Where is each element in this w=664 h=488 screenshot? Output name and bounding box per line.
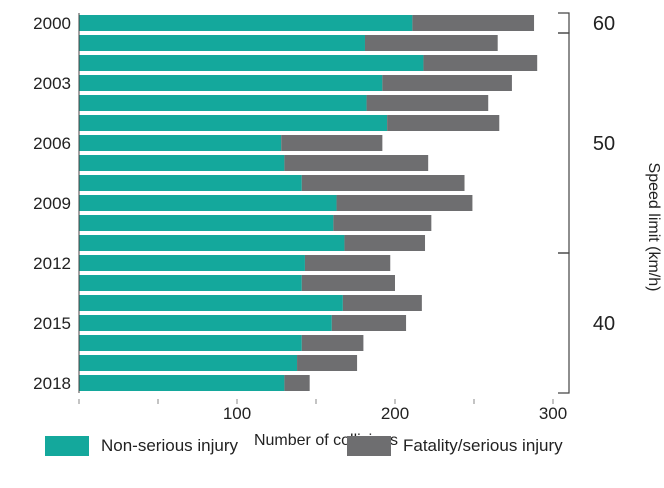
- bar-non-serious-2011: [79, 235, 345, 251]
- legend: Non-serious injury Fatality/serious inju…: [45, 436, 645, 460]
- x-axis: 100 200 300: [78, 399, 567, 423]
- speed-limit-label-50: 50: [593, 133, 615, 155]
- year-labels: 2000 2003 2006 2009 2012 2015 2018: [33, 14, 71, 393]
- bar-non-serious-2010: [79, 215, 334, 231]
- year-label-2012: 2012: [33, 254, 71, 273]
- legend-label-fatality-serious: Fatality/serious injury: [403, 436, 563, 455]
- bar-fatality-serious-2018: [284, 375, 310, 391]
- bar-fatality-serious-2010: [333, 215, 432, 231]
- bar-non-serious-2013: [79, 275, 302, 291]
- bracket-40: [558, 252, 570, 394]
- bar-non-serious-2016: [79, 335, 302, 351]
- year-label-2003: 2003: [33, 74, 71, 93]
- bar-fatality-serious-2002: [423, 55, 538, 71]
- year-label-2006: 2006: [33, 134, 71, 153]
- bar-fatality-serious-2017: [297, 355, 358, 371]
- bars-layer: [78, 13, 538, 393]
- bar-non-serious-2009: [79, 195, 337, 211]
- bar-non-serious-2001: [79, 35, 365, 51]
- bar-non-serious-2017: [79, 355, 298, 371]
- bar-fatality-serious-2003: [382, 75, 512, 91]
- speed-limit-label-60: 60: [593, 13, 615, 35]
- legend-item-fatality-serious: Fatality/serious injury: [347, 436, 563, 456]
- bar-fatality-serious-2012: [304, 255, 391, 271]
- bar-fatality-serious-2004: [366, 95, 489, 111]
- bar-non-serious-2008: [79, 175, 302, 191]
- bar-non-serious-2012: [79, 255, 305, 271]
- bar-fatality-serious-2006: [281, 135, 383, 151]
- bar-non-serious-2018: [79, 375, 285, 391]
- bar-non-serious-2005: [79, 115, 388, 131]
- bar-non-serious-2006: [79, 135, 282, 151]
- bar-fatality-serious-2008: [301, 175, 465, 191]
- speed-limit-brackets: 60 50 40: [558, 12, 615, 394]
- bar-fatality-serious-2011: [344, 235, 426, 251]
- bar-non-serious-2003: [79, 75, 383, 91]
- legend-swatch-non-serious: [45, 436, 89, 456]
- year-label-2018: 2018: [33, 374, 71, 393]
- bar-fatality-serious-2014: [342, 295, 422, 311]
- x-tick-label-200: 200: [381, 404, 409, 423]
- bar-non-serious-2015: [79, 315, 332, 331]
- bar-fatality-serious-2001: [364, 35, 498, 51]
- legend-swatch-fatality-serious: [347, 436, 391, 456]
- legend-label-non-serious: Non-serious injury: [101, 436, 238, 455]
- y-axis-title: Speed limit (km/h): [645, 163, 662, 292]
- bar-fatality-serious-2007: [284, 155, 429, 171]
- year-label-2009: 2009: [33, 194, 71, 213]
- bar-non-serious-2014: [79, 295, 343, 311]
- bar-fatality-serious-2005: [387, 115, 500, 131]
- bar-fatality-serious-2013: [301, 275, 395, 291]
- bracket-50: [558, 32, 570, 254]
- legend-item-non-serious: Non-serious injury: [45, 436, 238, 456]
- bar-non-serious-2007: [79, 155, 285, 171]
- bar-non-serious-2002: [79, 55, 424, 71]
- speed-limit-label-40: 40: [593, 313, 615, 335]
- year-label-2000: 2000: [33, 14, 71, 33]
- bracket-60: [558, 12, 570, 34]
- bar-fatality-serious-2000: [412, 15, 535, 31]
- bar-non-serious-2004: [79, 95, 367, 111]
- x-tick-label-100: 100: [223, 404, 251, 423]
- bar-fatality-serious-2009: [336, 195, 473, 211]
- x-tick-label-300: 300: [539, 404, 567, 423]
- bar-fatality-serious-2015: [331, 315, 407, 331]
- bar-fatality-serious-2016: [301, 335, 364, 351]
- bar-non-serious-2000: [79, 15, 413, 31]
- year-label-2015: 2015: [33, 314, 71, 333]
